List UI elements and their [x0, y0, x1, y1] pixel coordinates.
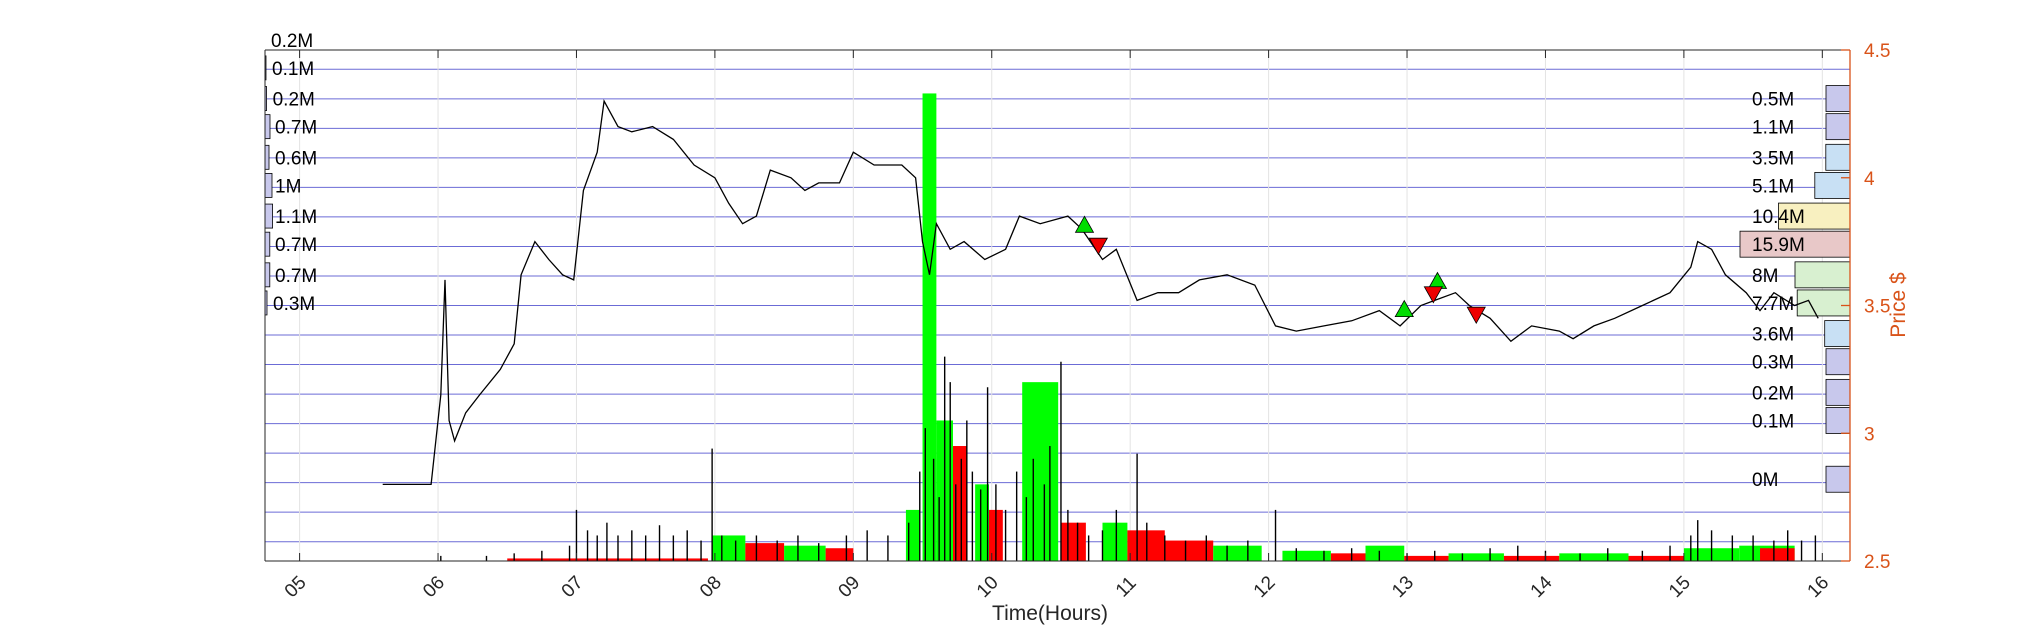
- volume-profile-left-label: 0.2M: [271, 31, 313, 52]
- x-tick-label: 06: [419, 572, 449, 602]
- volume-block-sell: [1404, 555, 1449, 561]
- volume-profile-right: 0.5M 1.1M 3.5M 5.1M 10.4M 15.9M 8M 7.7M 3.6M 0.3M…: [1739, 85, 1851, 493]
- buy-signal-marker: [1394, 299, 1414, 318]
- volume-block-buy: [1022, 382, 1059, 561]
- volume-block-sell: [1760, 548, 1795, 561]
- volume-block-buy: [1102, 522, 1128, 561]
- price-series: [382, 99, 1819, 486]
- x-tick-label: 13: [1388, 572, 1418, 602]
- buy-signal-marker: [1427, 271, 1448, 289]
- volume-profile-right-label: 0.3M: [1752, 353, 1794, 374]
- volume-block-sell: [1330, 553, 1366, 561]
- volume-block-buy: [784, 545, 826, 561]
- volume-block-sell: [825, 548, 854, 561]
- volume-profile-left-bar: [264, 114, 271, 140]
- volume-profile-right-bar: [1814, 172, 1851, 199]
- volume-profile-left-label: 0.3M: [273, 294, 315, 315]
- volume-block-sell: [1503, 555, 1560, 561]
- y-tick-label: 2.5: [1864, 552, 1890, 573]
- volume-block-sell: [576, 558, 708, 561]
- x-tick-label: 11: [1112, 573, 1141, 602]
- volume-profile-right-bar: [1825, 143, 1851, 171]
- volume-profile-right-bar: [1796, 289, 1851, 317]
- x-axis-title: Time(Hours): [992, 602, 1108, 625]
- volume-profile-right-bar: [1825, 407, 1851, 434]
- x-tick-label: 09: [835, 572, 865, 602]
- volume-profile-right-label: 5.1M: [1752, 176, 1794, 197]
- volume-profile-right-label: 3.6M: [1752, 325, 1794, 346]
- volume-profile-left-bar: [264, 144, 270, 170]
- volume-profile-right-bar: [1794, 261, 1851, 289]
- sell-signal-marker: [1088, 237, 1109, 255]
- sell-signal-marker: [1466, 306, 1486, 324]
- y-tick-label: 3.5: [1864, 297, 1890, 318]
- x-tick-label: 12: [1250, 572, 1280, 602]
- x-tick-label: 10: [973, 572, 1003, 602]
- sell-signal-marker: [1423, 286, 1444, 304]
- volume-block-sell: [1628, 555, 1684, 561]
- axes: 05 06 07 08 09 10 11 12 13 14 15 16 2.5 3 3.5 4 4.5: [264, 41, 1890, 602]
- volume-block-buy: [1282, 550, 1331, 561]
- volume-profile-right-label: 0.5M: [1752, 90, 1794, 111]
- volume-profile-right-bar: [1778, 202, 1851, 230]
- volume-profile-left-label: 0.7M: [275, 118, 317, 139]
- x-tick-label: 15: [1665, 572, 1695, 602]
- volume-profile-left-bar: [264, 262, 271, 288]
- volume-bars: [440, 93, 1817, 561]
- volume-block-buy: [1559, 553, 1629, 561]
- volume-profile-right-bar: [1825, 378, 1851, 406]
- volume-block-sell: [745, 543, 785, 561]
- volume-profile-left-label: 0.6M: [275, 148, 317, 169]
- volume-profile-left-label: 1.1M: [275, 207, 317, 228]
- volume-profile-right-bar: [1825, 465, 1851, 493]
- x-tick-label: 07: [558, 572, 588, 602]
- volume-profile-left-label: 1M: [275, 176, 301, 197]
- price-line: [382, 99, 1819, 486]
- y-tick-label: 4.5: [1864, 41, 1890, 62]
- y-tick-label: 4: [1864, 169, 1875, 190]
- volume-profile-right-bar: [1825, 85, 1851, 112]
- volume-block-buy: [1365, 545, 1405, 561]
- x-tick-label: 16: [1804, 572, 1834, 602]
- volume-profile-right-label: 0.2M: [1752, 383, 1794, 404]
- volume-profile-left-label: 0.1M: [272, 59, 314, 80]
- volume-profile-right-bar: [1825, 348, 1851, 376]
- x-tick-label: 08: [696, 572, 726, 602]
- volume-profile-right-bar: [1825, 113, 1851, 141]
- volume-block-buy: [1213, 545, 1262, 561]
- volume-profile-right-bar: [1739, 230, 1851, 258]
- volume-profile-right-label: 0M: [1752, 470, 1778, 491]
- volume-profile-right-label: 3.5M: [1752, 148, 1794, 169]
- buy-signal-marker: [1074, 215, 1095, 233]
- volume-profile-left-label: 0.7M: [275, 266, 317, 287]
- volume-profile-left: 0.2M 0.1M 0.2M 0.7M 0.6M 1M 1.1M 0.7M 0.7M 0.3M: [264, 31, 317, 316]
- volume-block-buy: [712, 535, 746, 561]
- volume-profile-left-bar: [264, 231, 271, 257]
- volume-profile-right-bar: [1824, 320, 1851, 348]
- volume-profile-left-bar: [264, 203, 273, 229]
- y-tick-label: 3: [1864, 424, 1875, 445]
- volume-profile-left-bar: [264, 173, 273, 198]
- trade-signals: [1074, 215, 1486, 324]
- volume-block-sell: [1164, 540, 1214, 561]
- x-tick-label: 05: [281, 572, 311, 602]
- volume-profile-left-label: 0.2M: [273, 90, 315, 111]
- y-axis-title: Price $: [1887, 272, 1910, 338]
- volume-profile-right-label: 7.7M: [1752, 294, 1794, 315]
- volume-block-buy: [1448, 553, 1504, 561]
- volume-profile-left-label: 0.7M: [275, 235, 317, 256]
- volume-block-sell: [1060, 522, 1086, 561]
- volume-block-buy: [975, 484, 989, 561]
- volume-profile-right-label: 15.9M: [1752, 235, 1805, 256]
- volume-profile-right-label: 0.1M: [1752, 411, 1794, 432]
- volume-profile-right-label: 1.1M: [1752, 118, 1794, 139]
- volume-profile-right-label: 8M: [1752, 266, 1778, 287]
- x-tick-label: 14: [1527, 572, 1557, 602]
- volume-profile-right-label: 10.4M: [1752, 207, 1805, 228]
